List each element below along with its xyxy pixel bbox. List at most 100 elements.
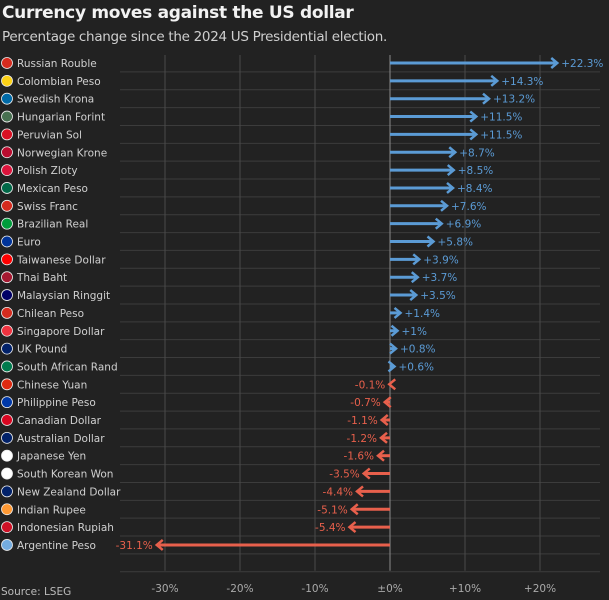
data-label: +11.5% [480, 112, 522, 124]
flag-singapore-icon [1, 324, 13, 337]
data-label: +0.6% [399, 361, 434, 373]
flag-south-africa-icon [1, 360, 13, 373]
bar-arrow-head [355, 485, 364, 498]
flag-norway-icon [1, 146, 13, 159]
flag-mexico-icon [1, 182, 13, 194]
category-label: Swedish Krona [17, 94, 94, 106]
flag-australia-icon [1, 431, 13, 444]
bar-arrow-head [387, 360, 397, 373]
data-label: -1.6% [344, 451, 374, 463]
category-label: Malaysian Ringgit [17, 290, 110, 302]
data-label: +8.7% [459, 147, 494, 159]
chart-subtitle: Percentage change since the 2024 US Pres… [2, 29, 387, 45]
flag-philippines-icon [1, 396, 13, 409]
flag-russia-icon [1, 57, 13, 69]
bar-arrow-head [389, 342, 398, 355]
data-label: +1% [402, 326, 427, 338]
category-label: Chinese Yuan [17, 379, 87, 391]
data-label: +8.4% [457, 183, 492, 195]
bar-arrow-head [387, 378, 397, 391]
category-label: Swiss Franc [17, 201, 78, 213]
flag-peru-icon [1, 128, 13, 141]
bar-arrow-head [448, 146, 458, 159]
bar-arrow-head [390, 324, 400, 337]
x-tick-label: +10% [449, 583, 481, 595]
flag-eu-icon [1, 235, 13, 248]
bar-arrow-head [469, 110, 479, 123]
x-tick-label: ±0% [377, 583, 402, 595]
data-label: -31.1% [116, 540, 153, 552]
data-label: +0.8% [400, 344, 435, 356]
category-label: South Korean Won [17, 469, 113, 481]
flag-hungary-icon [1, 110, 13, 123]
data-label: +3.9% [423, 254, 458, 266]
category-label: Japanese Yen [16, 451, 86, 463]
category-label: Argentine Peso [17, 540, 96, 552]
category-label: Colombian Peso [17, 76, 101, 88]
data-label: +7.6% [451, 201, 486, 213]
bar-arrow-head [410, 271, 420, 284]
bar-arrow-head [376, 449, 385, 462]
category-label: New Zealand Dollar [17, 486, 121, 498]
category-label: Indian Rupee [17, 504, 86, 516]
flag-japan-icon [1, 449, 13, 462]
bar-arrow-head [469, 128, 479, 141]
data-label: -1.2% [347, 433, 377, 445]
category-label: Taiwanese Dollar [16, 254, 106, 266]
category-label: Thai Baht [16, 272, 67, 284]
flag-canada-icon [1, 414, 13, 426]
flag-thailand-icon [1, 271, 13, 284]
category-label: UK Pound [17, 344, 67, 356]
data-label: -4.4% [323, 486, 353, 498]
flag-india-icon [1, 503, 13, 516]
data-label: +3.5% [420, 290, 455, 302]
x-tick-label: -20% [226, 583, 253, 595]
chart-title: Currency moves against the US dollar [2, 3, 354, 23]
category-label: Russian Rouble [17, 58, 97, 70]
flag-switzerland-icon [1, 199, 13, 212]
data-label: +14.3% [501, 76, 543, 88]
data-label: +3.7% [422, 272, 457, 284]
bar-arrow-head [382, 396, 392, 409]
bar-arrow-head [393, 306, 403, 319]
data-label: +22.3% [561, 58, 603, 70]
flag-south-korea-icon [1, 467, 13, 480]
bar-arrow-head [490, 74, 500, 87]
category-label: Mexican Peso [17, 183, 88, 195]
bar-arrow-head [434, 217, 444, 230]
category-label: Singapore Dollar [17, 326, 105, 338]
flag-china-icon [1, 378, 13, 391]
bar-arrow-head [347, 521, 357, 534]
bar-arrow-head [379, 414, 389, 426]
category-label: Polish Zloty [17, 165, 78, 177]
flag-new-zealand-icon [1, 485, 13, 498]
data-label: -5.1% [317, 504, 347, 516]
data-label: -0.1% [355, 379, 385, 391]
category-label: Hungarian Forint [17, 112, 105, 124]
flag-taiwan-icon [1, 253, 13, 266]
category-label: Chilean Peso [17, 308, 84, 320]
bar-arrow-head [550, 57, 560, 69]
category-label: South African Rand [17, 361, 118, 373]
bar-arrow-head [412, 253, 422, 266]
flag-malaysia-icon [1, 289, 13, 301]
bar-arrow-head [446, 181, 455, 194]
bar-arrow-head [426, 235, 436, 248]
flag-uk-icon [1, 342, 13, 355]
data-label: -3.5% [329, 469, 359, 481]
bar-arrow-head [379, 431, 388, 444]
category-label: Norwegian Krone [17, 147, 107, 159]
data-label: -0.7% [350, 397, 380, 409]
category-label: Australian Dollar [17, 433, 105, 445]
flag-chile-icon [1, 306, 13, 319]
x-tick-label: +20% [524, 583, 556, 595]
data-label: +1.4% [405, 308, 440, 320]
flag-brazil-icon [1, 217, 13, 230]
x-tick-label: -30% [151, 583, 178, 595]
data-label: +11.5% [480, 129, 522, 141]
flag-indonesia-icon [1, 521, 13, 533]
flag-sweden-icon [1, 92, 13, 105]
bar-arrow-head [361, 467, 371, 480]
flag-poland-icon [1, 164, 13, 177]
